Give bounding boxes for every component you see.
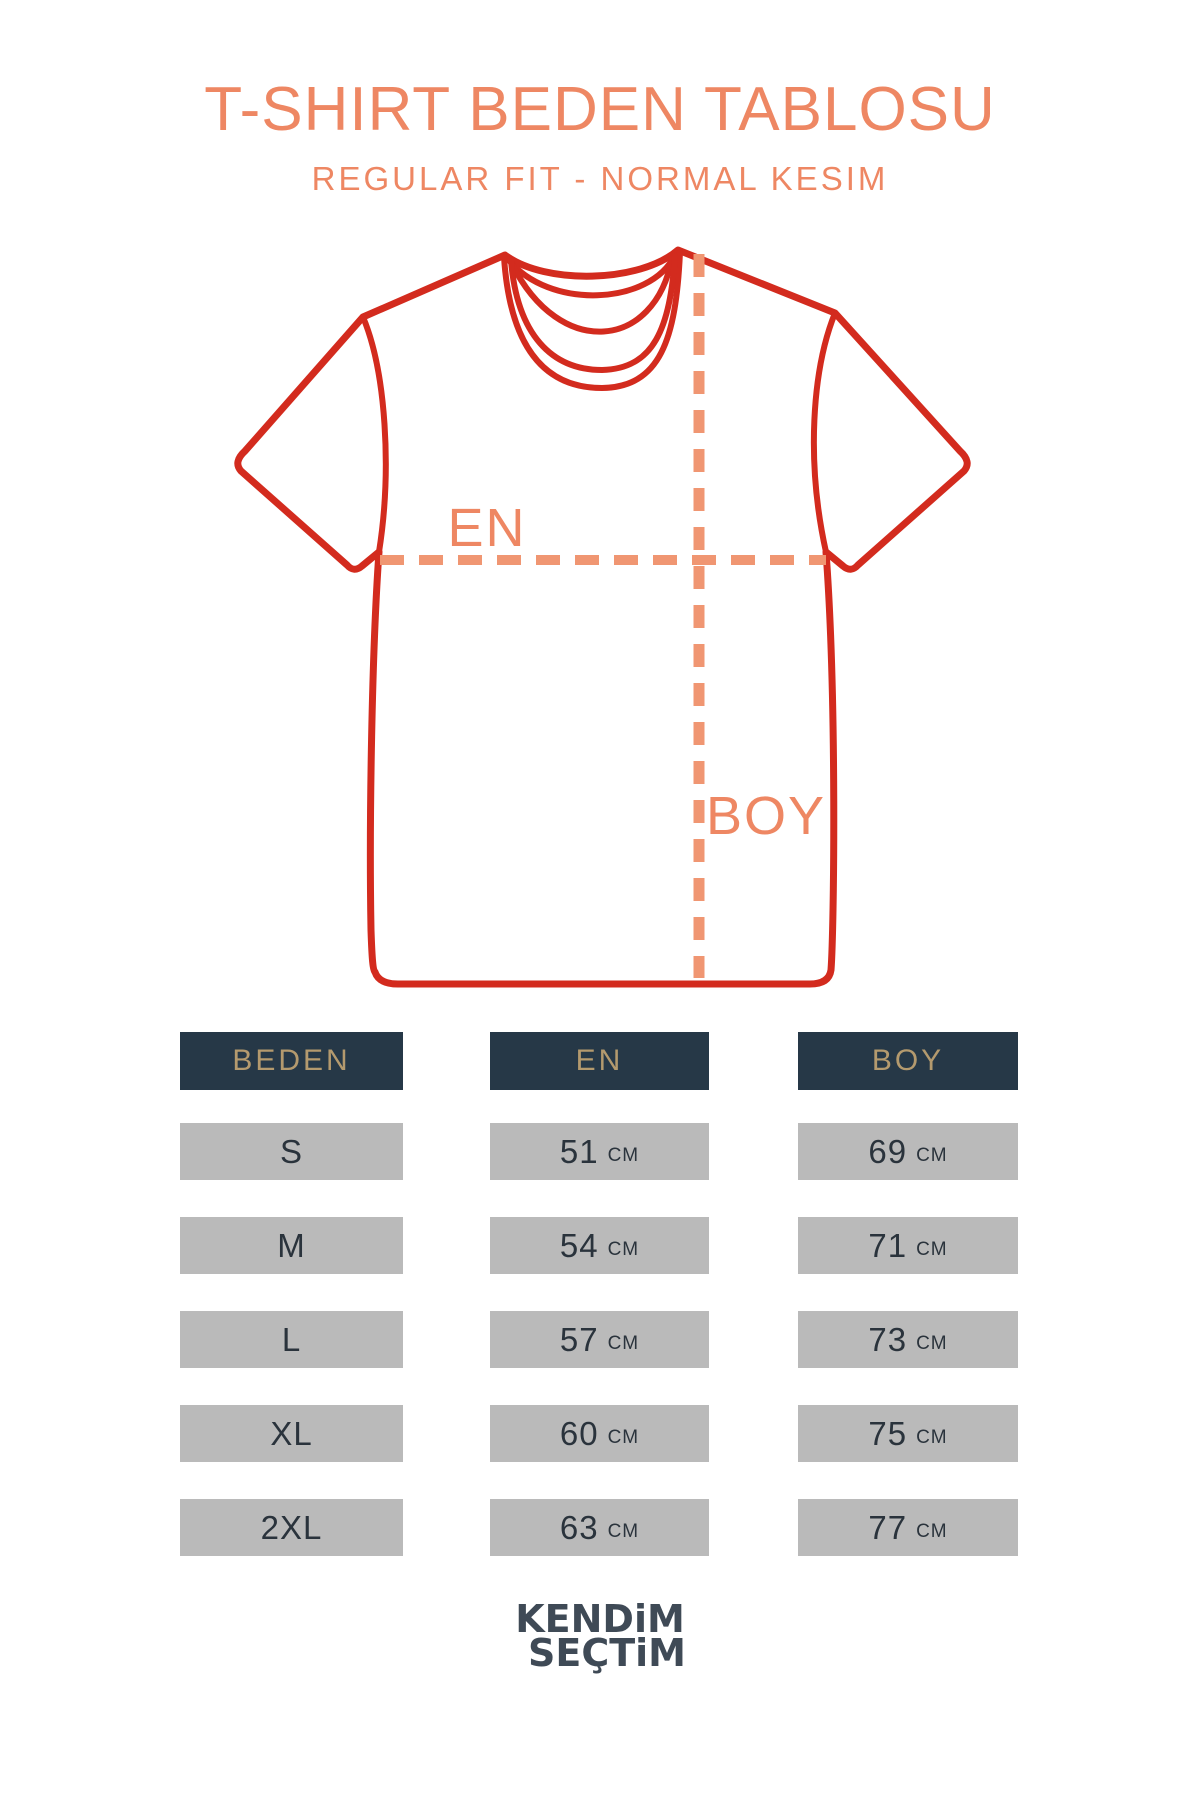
brand-logo-line2: SEÇTiM	[528, 1631, 686, 1675]
unit-label: CM	[916, 1332, 948, 1354]
table-header-row: BEDEN EN BOY	[0, 1032, 1200, 1090]
header-en: EN	[490, 1032, 709, 1090]
boy-cell: 75 CM	[798, 1405, 1018, 1462]
header-beden: BEDEN	[180, 1032, 403, 1090]
collar-inner-arc	[508, 253, 678, 373]
boy-cell: 73 CM	[798, 1311, 1018, 1368]
width-label: EN	[447, 498, 526, 558]
table-row: L 57 CM 73 CM	[0, 1311, 1200, 1368]
unit-label: CM	[916, 1426, 948, 1448]
brand-logo-line1: KENDiM	[515, 1597, 685, 1641]
unit-label: CM	[607, 1144, 640, 1166]
unit-label: CM	[607, 1238, 640, 1260]
unit-label: CM	[916, 1520, 948, 1542]
size-cell: 2XL	[180, 1499, 403, 1556]
boy-value: 77	[868, 1508, 908, 1546]
boy-value: 75	[868, 1414, 908, 1452]
en-value: 54	[559, 1226, 599, 1264]
length-label: BOY	[706, 786, 826, 846]
boy-value: 71	[868, 1226, 908, 1264]
en-cell: 54 CM	[490, 1217, 709, 1274]
table-row: 2XL 63 CM 77 CM	[0, 1499, 1200, 1556]
en-cell: 51 CM	[490, 1123, 709, 1180]
page-subtitle: REGULAR FIT - NORMAL KESIM	[311, 160, 889, 197]
tshirt-outline	[234, 246, 971, 988]
size-value: S	[279, 1132, 303, 1170]
unit-label: CM	[607, 1426, 640, 1448]
boy-value: 73	[868, 1320, 908, 1358]
page-title: T-SHIRT BEDEN TABLOSU	[204, 75, 996, 144]
boy-cell: 71 CM	[798, 1217, 1018, 1274]
unit-label: CM	[607, 1332, 640, 1354]
size-cell: XL	[180, 1405, 403, 1462]
en-value: 51	[559, 1132, 599, 1170]
unit-label: CM	[607, 1520, 640, 1542]
en-value: 60	[559, 1414, 599, 1452]
table-row: S 51 CM 69 CM	[0, 1123, 1200, 1180]
header-boy: BOY	[798, 1032, 1018, 1090]
size-value: M	[277, 1226, 306, 1264]
size-cell: S	[180, 1123, 403, 1180]
table-row: XL 60 CM 75 CM	[0, 1405, 1200, 1462]
left-sleeve-seam	[360, 314, 389, 555]
en-value: 57	[559, 1320, 599, 1358]
en-value: 63	[559, 1508, 599, 1546]
unit-label: CM	[916, 1144, 948, 1166]
en-cell: 60 CM	[490, 1405, 709, 1462]
size-value: 2XL	[260, 1508, 323, 1546]
right-sleeve-seam	[810, 310, 838, 555]
en-cell: 63 CM	[490, 1499, 709, 1556]
brand-logo: KENDiM SEÇTiM	[0, 1597, 1200, 1675]
size-cell: M	[180, 1217, 403, 1274]
boy-value: 69	[868, 1132, 908, 1170]
collar-band-arc	[509, 255, 675, 335]
size-cell: L	[180, 1311, 403, 1368]
size-value: L	[281, 1320, 302, 1358]
size-value: XL	[270, 1414, 313, 1452]
boy-cell: 77 CM	[798, 1499, 1018, 1556]
collar-outer-arc	[501, 249, 683, 391]
en-cell: 57 CM	[490, 1311, 709, 1368]
table-row: M 54 CM 71 CM	[0, 1217, 1200, 1274]
unit-label: CM	[916, 1238, 948, 1260]
boy-cell: 69 CM	[798, 1123, 1018, 1180]
collar-back-arc	[505, 252, 678, 299]
